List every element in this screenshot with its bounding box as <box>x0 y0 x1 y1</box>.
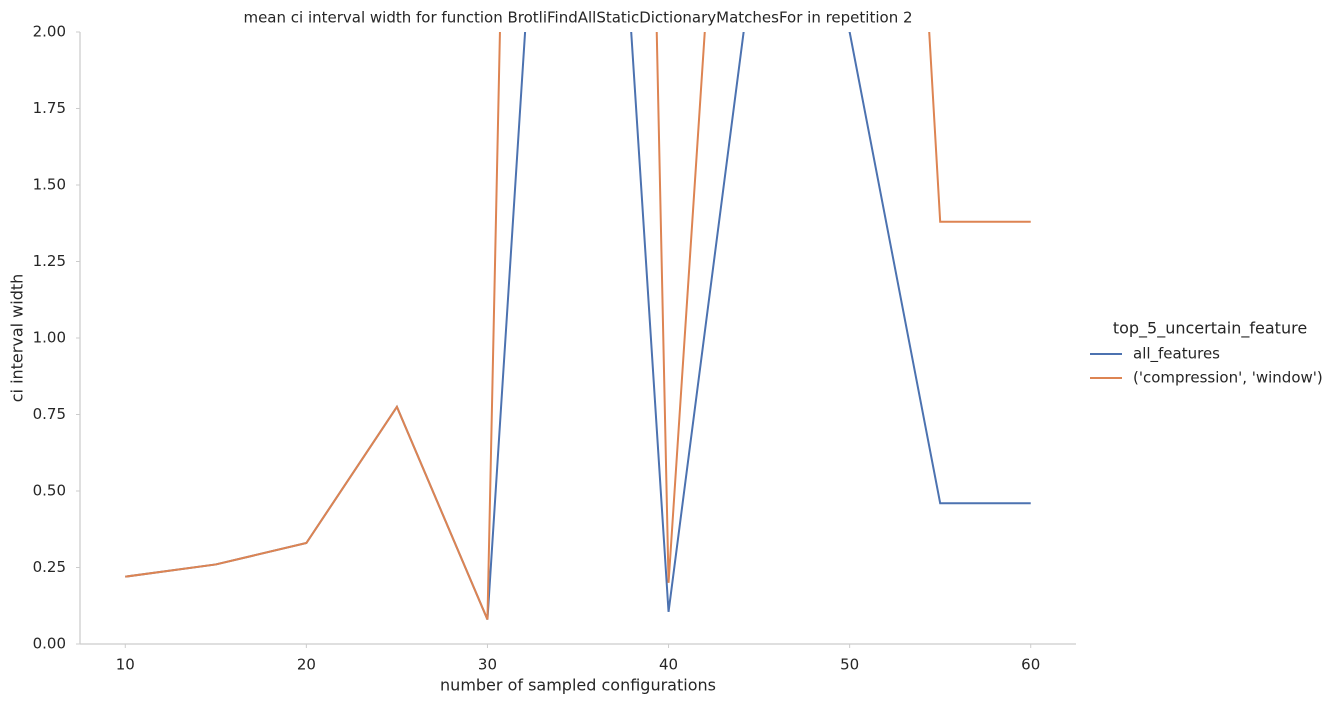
chart-title: mean ci interval width for function Brot… <box>243 9 912 27</box>
legend-label: ('compression', 'window') <box>1133 369 1323 387</box>
x-tick-label: 30 <box>478 656 497 674</box>
legend-title: top_5_uncertain_feature <box>1113 319 1307 339</box>
x-tick-label: 50 <box>840 656 859 674</box>
y-tick-label: 1.50 <box>33 176 66 194</box>
y-tick-label: 0.25 <box>33 558 66 576</box>
y-tick-label: 1.25 <box>33 252 66 270</box>
y-tick-label: 0.00 <box>33 635 66 653</box>
x-tick-label: 40 <box>659 656 678 674</box>
x-tick-label: 60 <box>1021 656 1040 674</box>
legend-label: all_features <box>1133 345 1220 364</box>
y-tick-label: 0.50 <box>33 482 66 500</box>
y-tick-label: 0.75 <box>33 405 66 423</box>
y-tick-label: 1.00 <box>33 329 66 347</box>
y-tick-label: 2.00 <box>33 23 66 41</box>
y-tick-label: 1.75 <box>33 99 66 117</box>
series-line <box>125 32 1031 620</box>
plot-area <box>125 32 1031 620</box>
x-tick-label: 10 <box>116 656 135 674</box>
series-line <box>125 32 1031 620</box>
y-axis-label: ci interval width <box>8 274 27 403</box>
x-axis-label: number of sampled configurations <box>440 676 716 695</box>
x-tick-label: 20 <box>297 656 316 674</box>
